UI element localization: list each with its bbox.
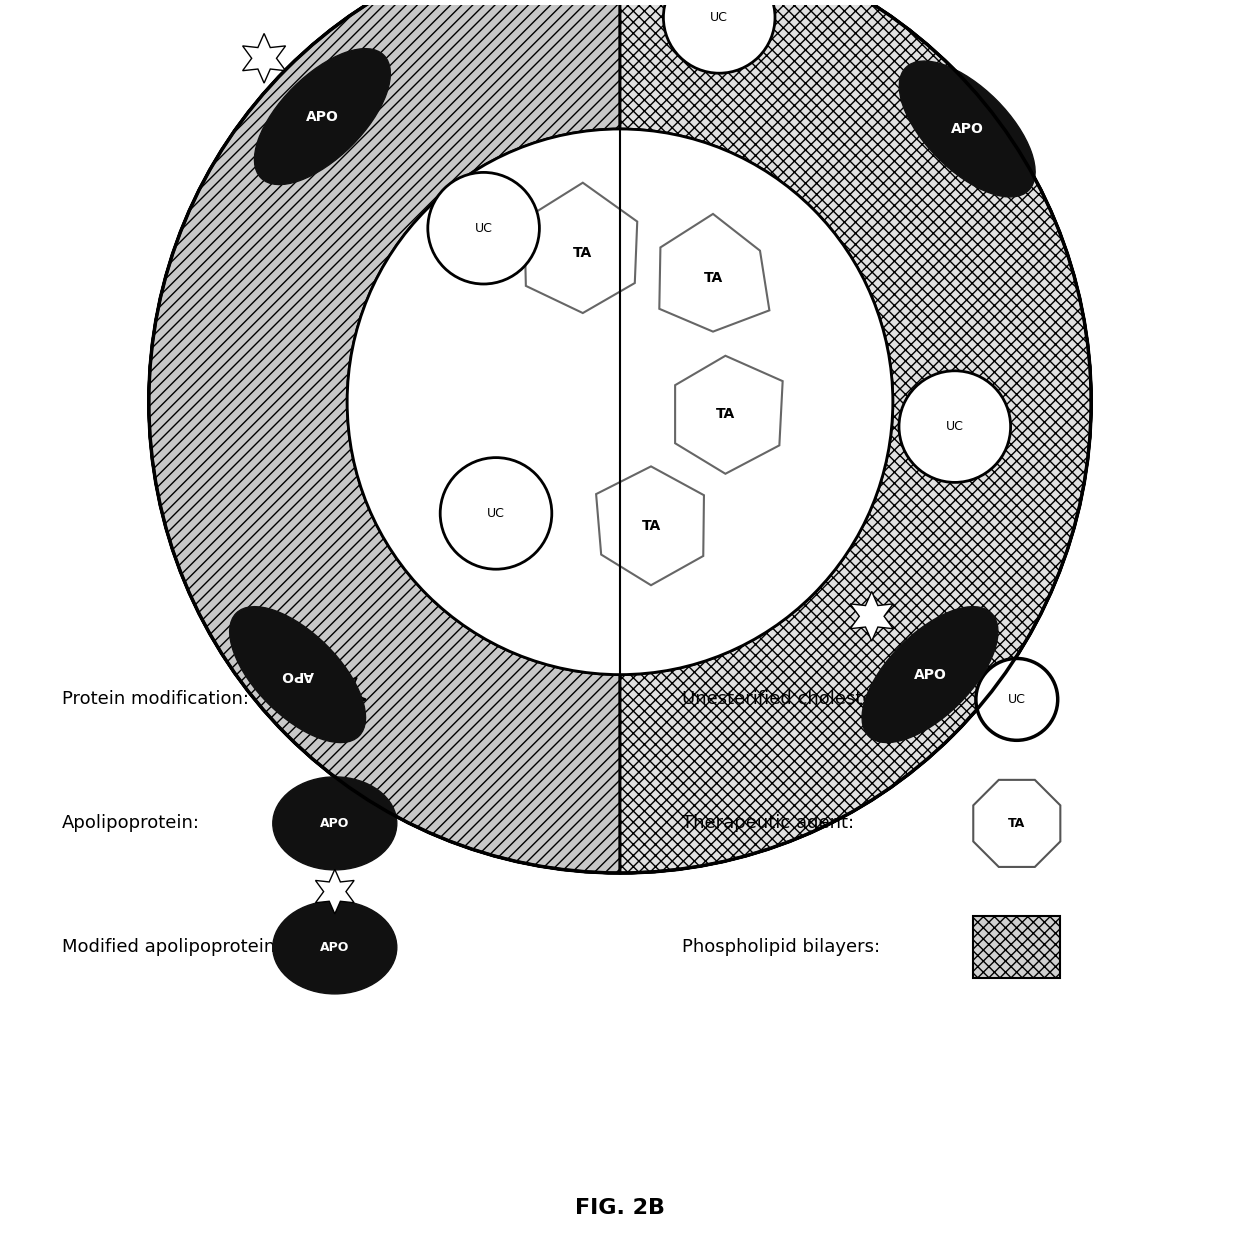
FancyBboxPatch shape (973, 916, 1060, 979)
Text: TA: TA (641, 519, 661, 532)
Ellipse shape (862, 606, 998, 742)
Text: Therapeutic agent:: Therapeutic agent: (682, 815, 854, 832)
Text: UC: UC (711, 11, 728, 24)
Text: UC: UC (487, 508, 505, 520)
Text: APO: APO (320, 941, 350, 954)
Polygon shape (596, 466, 704, 585)
Text: TA: TA (573, 246, 593, 260)
Ellipse shape (229, 606, 366, 742)
Circle shape (899, 371, 1011, 482)
Polygon shape (525, 182, 637, 312)
Polygon shape (675, 356, 782, 474)
Polygon shape (315, 869, 355, 914)
Text: UC: UC (475, 221, 492, 235)
Text: APO: APO (951, 122, 983, 136)
Circle shape (440, 458, 552, 569)
Circle shape (347, 129, 893, 675)
Polygon shape (851, 591, 893, 641)
Polygon shape (243, 34, 285, 82)
Text: Unesterified cholesterol:: Unesterified cholesterol: (682, 690, 903, 709)
Ellipse shape (273, 778, 397, 870)
Text: Protein modification:: Protein modification: (62, 690, 249, 709)
Circle shape (149, 0, 1091, 872)
Wedge shape (620, 0, 1091, 872)
Text: Apolipoprotein:: Apolipoprotein: (62, 815, 200, 832)
Polygon shape (973, 780, 1060, 868)
Text: APO: APO (306, 110, 339, 124)
Polygon shape (304, 669, 366, 730)
Text: UC: UC (946, 420, 963, 432)
Text: APO: APO (320, 818, 350, 830)
Wedge shape (149, 0, 1091, 872)
Ellipse shape (899, 61, 1035, 198)
Ellipse shape (273, 901, 397, 994)
Text: UC: UC (1008, 693, 1025, 706)
Text: TA: TA (703, 271, 723, 285)
Wedge shape (149, 0, 620, 872)
Text: APO: APO (281, 668, 314, 681)
Circle shape (428, 173, 539, 284)
Circle shape (347, 129, 893, 675)
Text: Phospholipid bilayers:: Phospholipid bilayers: (682, 939, 880, 956)
Text: APO: APO (914, 668, 946, 681)
Ellipse shape (254, 49, 391, 185)
Text: FIG. 2B: FIG. 2B (575, 1198, 665, 1218)
Text: Modified apolipoprotein:: Modified apolipoprotein: (62, 939, 281, 956)
Text: TA: TA (1008, 818, 1025, 830)
Text: TA: TA (715, 408, 735, 421)
Polygon shape (660, 214, 769, 331)
Circle shape (976, 659, 1058, 740)
Circle shape (663, 0, 775, 74)
